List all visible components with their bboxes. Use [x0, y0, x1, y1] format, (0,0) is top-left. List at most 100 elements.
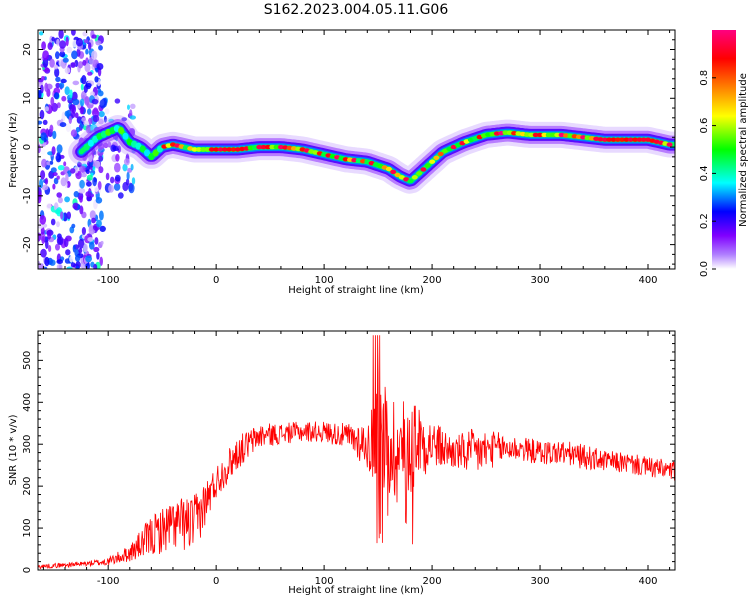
noise-blob [75, 37, 83, 47]
colorbar-tick-label: 0.8 [699, 70, 710, 86]
noise-blob [83, 120, 90, 126]
noise-blob [70, 262, 76, 268]
noise-blob [86, 181, 92, 187]
noise-blob [114, 98, 121, 104]
noise-blob [66, 46, 73, 54]
noise-blob [122, 163, 128, 172]
noise-blob [115, 153, 120, 162]
noise-blob [85, 83, 92, 88]
noise-blob [64, 86, 70, 96]
noise-blob [74, 112, 79, 119]
noise-blob [80, 83, 84, 91]
noise-blob [64, 258, 71, 264]
y-tick-label: 0 [22, 144, 33, 150]
noise-blob [53, 64, 59, 70]
ridge-core [601, 137, 608, 142]
noise-blob [39, 215, 47, 225]
noise-blob [55, 243, 60, 251]
noise-blob [70, 168, 76, 174]
noise-blob [57, 165, 65, 171]
noise-blob [97, 181, 102, 190]
noise-blob [72, 80, 80, 86]
ridge-core [152, 149, 159, 157]
ridge-core [226, 147, 233, 152]
colorbar-tick-label: 0.4 [699, 165, 710, 181]
ridge-core [433, 155, 440, 160]
y-tick-label: -20 [22, 236, 33, 252]
noise-blob [54, 209, 62, 215]
ridge-core [632, 137, 639, 142]
noise-blob [52, 130, 57, 140]
snr-y-axis-label: SNR (10 * v/v) [8, 414, 19, 485]
ridge-core [390, 169, 397, 175]
noise-blob [97, 90, 104, 97]
ridge-core [221, 147, 228, 152]
ridge-core [265, 144, 271, 150]
noise-blob [69, 89, 73, 98]
noise-blob [75, 254, 81, 262]
noise-blob [91, 34, 97, 39]
noise-blob [99, 210, 104, 221]
ridge-core [429, 159, 436, 164]
noise-blob [98, 155, 104, 162]
noise-blob [56, 221, 60, 228]
noise-blob [94, 76, 99, 83]
noise-blob [113, 183, 121, 191]
noise-blob [56, 259, 63, 265]
ridge-core [83, 143, 90, 151]
noise-blob [53, 92, 60, 100]
ridge-core [148, 153, 155, 161]
noise-blob [91, 217, 96, 224]
noise-blob [71, 223, 76, 229]
noise-blob [92, 114, 100, 123]
ridge-core [416, 171, 423, 176]
noise-blob [55, 82, 61, 88]
noise-blob [55, 51, 60, 60]
noise-blob [96, 252, 100, 260]
noise-blob [60, 102, 66, 110]
snr-x-ticks: -100 0 100 200 300 400 [42, 331, 671, 587]
noise-blob [68, 115, 73, 124]
noise-blob [39, 109, 45, 120]
noise-blob [93, 263, 98, 269]
ridge-core [407, 179, 414, 184]
ridge-core [424, 163, 431, 168]
noise-blob [49, 124, 54, 133]
noise-blob [122, 181, 129, 192]
noise-blob [107, 141, 112, 148]
noise-blob [112, 145, 120, 151]
ridge-core [584, 135, 591, 140]
x-tick-label: 400 [638, 275, 657, 286]
noise-blob [70, 129, 78, 137]
ridge-core [610, 137, 617, 142]
noise-blob [54, 67, 60, 78]
colorbar-tick-label: 0.2 [699, 213, 710, 229]
x-tick-label: 300 [530, 275, 549, 286]
ridge-core [195, 147, 202, 152]
noise-blob [94, 237, 99, 245]
noise-blob [87, 71, 93, 76]
ridge-core [532, 132, 539, 138]
noise-blob [105, 172, 110, 181]
noise-blob [96, 63, 104, 70]
noise-blob [71, 50, 78, 60]
ridge-core [489, 131, 496, 137]
colorbar-label: Normalized spectral amplitude [738, 73, 749, 227]
ridge-core [541, 132, 548, 138]
noise-blob [44, 256, 50, 267]
noise-blob [47, 229, 52, 240]
noise-blob [64, 67, 71, 74]
noise-blob [85, 255, 92, 263]
x-tick-label: 100 [315, 576, 334, 587]
ridge-core [515, 131, 522, 136]
noise-blob [41, 76, 45, 81]
noise-blob [117, 192, 124, 199]
snr-marks [38, 335, 675, 569]
noise-blob [56, 263, 63, 269]
noise-blob [94, 186, 99, 192]
colorbar-gradient [712, 30, 736, 269]
noise-blob [50, 218, 56, 226]
noise-blob [38, 120, 43, 125]
noise-blob [72, 98, 80, 106]
snr-x-axis-label: Height of straight line (km) [288, 585, 424, 596]
